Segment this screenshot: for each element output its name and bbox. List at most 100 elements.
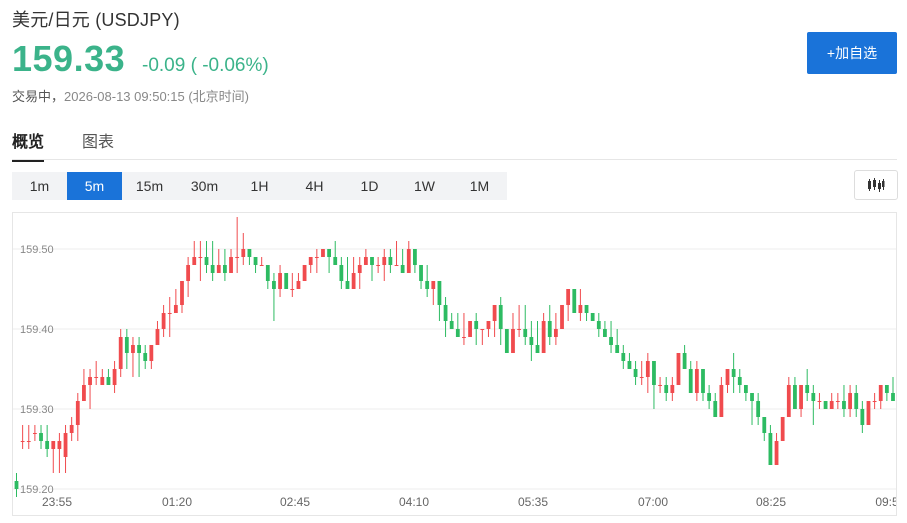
candle-body: [504, 329, 509, 353]
period-1m[interactable]: 1m: [29, 178, 50, 194]
x-tick-label: 05:35: [518, 495, 548, 509]
candle-body: [198, 257, 203, 258]
x-tick-label: 02:45: [280, 495, 310, 509]
candle-body: [106, 377, 111, 385]
y-tick-label: 159.50: [20, 244, 54, 256]
candle-body: [652, 361, 656, 385]
candle-body: [247, 249, 252, 257]
candle-body: [633, 369, 638, 377]
candle-body: [682, 353, 687, 369]
candle-body: [204, 257, 209, 265]
candle-body: [541, 321, 546, 353]
price-chart[interactable]: 159.20 159.30 159.40 159.50 23:55 01:20 02:45 0…: [12, 212, 899, 516]
candle-body: [842, 401, 846, 409]
candle-body: [719, 385, 724, 417]
candle-body: [517, 329, 522, 330]
candle-body: [413, 249, 417, 265]
candle-body: [645, 361, 650, 377]
chart-type-button[interactable]: [854, 170, 898, 200]
candle-body: [560, 305, 564, 329]
x-tick-label: 01:20: [162, 495, 192, 509]
tab-chart[interactable]: 图表: [82, 134, 115, 151]
candle-body: [400, 265, 405, 273]
candle-body: [69, 425, 74, 433]
candle-body: [100, 377, 105, 385]
candle-body: [578, 305, 583, 313]
period-5m[interactable]: 5m: [67, 172, 122, 200]
y-tick-label: 159.20: [20, 484, 54, 496]
period-1w[interactable]: 1W: [414, 178, 435, 194]
period-4h[interactable]: 4H: [305, 178, 324, 194]
candle-body: [523, 329, 528, 337]
candle-body: [351, 273, 356, 289]
candle-body: [743, 385, 748, 393]
period-30m[interactable]: 30m: [190, 178, 219, 194]
instrument-title: 美元/日元 (USDJPY): [12, 10, 180, 30]
candle-body: [308, 257, 313, 265]
candle-body: [731, 369, 736, 377]
candle-body: [535, 345, 540, 353]
candle-body: [694, 369, 699, 393]
candle-body: [339, 265, 344, 281]
candle-body: [63, 433, 68, 457]
candle-body: [26, 441, 31, 442]
candle-body: [278, 273, 282, 289]
candle-body: [701, 369, 705, 393]
candle-body: [345, 281, 350, 289]
tab-overview[interactable]: 概览: [12, 128, 45, 162]
trading-status: 交易中: [12, 89, 52, 104]
candle-body: [688, 369, 693, 393]
candle-body: [419, 265, 423, 281]
period-selector: 1m 5m 15m 30m 1H 4H 1D 1W 1M: [12, 172, 507, 200]
candle-body: [443, 305, 448, 321]
candle-body: [609, 337, 613, 345]
x-tick-label: 04:10: [399, 495, 429, 509]
candle-body: [437, 281, 442, 305]
candle-body: [112, 369, 117, 385]
candle-body: [621, 353, 626, 361]
candle-body: [382, 257, 387, 265]
candle-body: [829, 401, 834, 409]
candle-body: [75, 401, 80, 425]
candle-body: [884, 385, 889, 393]
x-tick-label: 07:00: [638, 495, 668, 509]
candle-body: [14, 481, 19, 489]
candle-body: [431, 281, 436, 289]
price-change: -0.09 ( -0.06%): [142, 55, 269, 76]
candle-body: [265, 265, 270, 281]
candle-body: [872, 401, 877, 402]
add-to-watchlist-button[interactable]: +加自选: [807, 32, 897, 74]
candle-body: [713, 401, 718, 417]
period-1d[interactable]: 1D: [360, 178, 379, 194]
candle-body: [32, 433, 37, 434]
candle-body: [302, 265, 307, 281]
candle-body: [737, 377, 742, 385]
candle-body: [762, 417, 767, 433]
view-tabs: 概览 图表: [12, 128, 114, 162]
candle-body: [480, 329, 485, 330]
candle-body: [388, 257, 393, 265]
candle-body: [94, 377, 99, 378]
candle-body: [866, 401, 871, 425]
candle-body: [180, 281, 184, 305]
candle-body: [143, 353, 148, 361]
candle-body: [725, 369, 730, 385]
y-tick-label: 159.40: [20, 324, 54, 336]
candle-body: [590, 313, 595, 321]
period-1h[interactable]: 1H: [250, 178, 269, 194]
candle-body: [529, 337, 534, 345]
candle-body: [137, 345, 141, 353]
candle-body: [370, 257, 374, 265]
candle-body: [186, 265, 191, 281]
y-tick-label: 159.30: [20, 404, 54, 416]
candle-body: [131, 345, 135, 353]
x-tick-label: 23:55: [42, 495, 72, 509]
period-15m[interactable]: 15m: [135, 178, 164, 194]
candle-body: [210, 265, 215, 273]
candlestick-chart: 159.20 159.30 159.40 159.50 23:55 01:20 02:45 0…: [13, 217, 899, 509]
candle-body: [235, 257, 240, 258]
candle-body: [639, 377, 644, 378]
tabs-divider: [12, 159, 897, 160]
period-1mo[interactable]: 1M: [469, 178, 490, 194]
candle-body: [468, 321, 472, 337]
